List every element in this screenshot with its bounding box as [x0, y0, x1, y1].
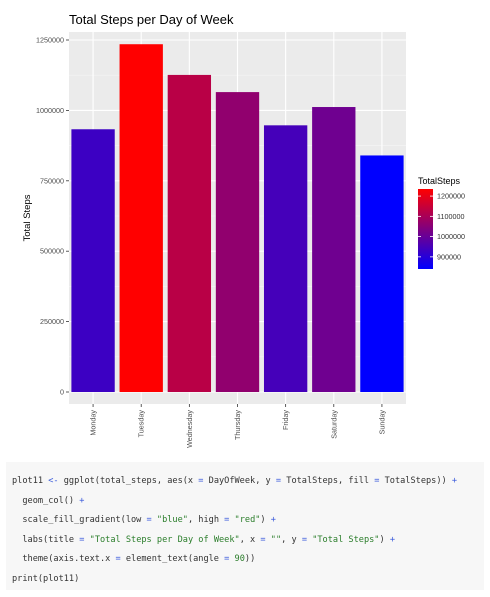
code-token: =	[275, 476, 282, 486]
legend-label: 900000	[437, 252, 461, 261]
bar-friday	[263, 125, 308, 392]
code-token: +	[270, 515, 276, 525]
code-line: theme(axis.text.x = element_text(angle =…	[12, 550, 478, 570]
code-token: =	[374, 476, 380, 486]
code-token: +	[389, 534, 396, 545]
x-tick-label: Thursday	[233, 410, 242, 440]
chart-title: Total Steps per Day of Week	[69, 12, 234, 27]
legend-label: 1100000	[437, 212, 464, 221]
y-tick-label: 1000000	[36, 106, 64, 115]
x-tick-label: Tuesday	[137, 410, 146, 438]
code-token: plot11	[12, 476, 49, 486]
x-tick-label: Monday	[89, 410, 98, 436]
code-token: "red"	[234, 515, 261, 525]
y-tick-label: 250000	[40, 317, 64, 326]
code-token: , y	[281, 534, 302, 545]
r-code-block: plot11 <- ggplot(total_steps, aes(x = Da…	[6, 462, 484, 590]
code-line: labs(title = "Total Steps per Day of Wee…	[12, 531, 478, 551]
code-token: TotalSteps))	[379, 476, 452, 486]
y-tick-label: 1250000	[36, 36, 64, 45]
bar-thursday	[215, 92, 260, 392]
code-token: )	[379, 534, 390, 545]
bar-tuesday	[119, 44, 163, 392]
x-tick-label: Wednesday	[185, 410, 194, 448]
legend-label: 1200000	[437, 192, 465, 201]
code-token: =	[224, 554, 230, 564]
code-token: ))	[244, 554, 256, 564]
legend-title: TotalSteps	[418, 176, 461, 186]
y-tick-label: 750000	[40, 176, 64, 185]
code-token: labs(title	[12, 534, 80, 545]
bar-saturday	[312, 107, 356, 392]
bar-wednesday	[167, 74, 212, 393]
code-token: +	[79, 495, 85, 506]
code-token: <-	[48, 476, 59, 486]
code-token: 90	[234, 554, 245, 564]
code-token: DayOfWeek, y	[203, 476, 276, 486]
bar-chart: 0 250000 500000 750000 1000000 1250000 Monday T…	[22, 12, 465, 448]
code-token: TotalSteps, fill	[281, 476, 375, 486]
ggplot-output: 0 250000 500000 750000 1000000 1250000 Monday T…	[22, 12, 465, 448]
chart-svg: 0 250000 500000 750000 1000000 1250000 Monday T…	[22, 12, 465, 448]
code-token: =	[224, 515, 230, 525]
code-token: =	[79, 534, 85, 545]
code-token: "Total Steps per Day of Week"	[89, 534, 240, 545]
code-token: =	[260, 534, 266, 545]
code-token: "Total Steps"	[312, 534, 380, 545]
code-token: ggplot(total_steps, aes(x	[58, 476, 199, 486]
code-line: print(plot11)	[12, 570, 478, 590]
legend-label: 1000000	[437, 232, 465, 241]
y-tick-label: 0	[60, 388, 64, 397]
x-tick-label: Saturday	[329, 410, 338, 439]
code-token: print(plot11)	[12, 573, 80, 584]
code-token: scale_fill_gradient(low	[12, 515, 147, 525]
code-token: , x	[239, 534, 261, 545]
code-token: ""	[270, 534, 282, 545]
code-token: )	[260, 515, 271, 525]
code-token: =	[301, 534, 308, 545]
code-line: scale_fill_gradient(low = "blue", high =…	[12, 511, 478, 531]
y-axis-label: Total Steps	[22, 194, 33, 241]
code-token: =	[198, 476, 204, 486]
x-tick-label: Friday	[281, 410, 290, 430]
code-token: theme(axis.text.x	[12, 554, 116, 564]
code-token: =	[115, 554, 121, 564]
code-token: "blue"	[156, 515, 188, 525]
code-token: +	[451, 476, 458, 486]
code-line: geom_col() +	[12, 492, 478, 512]
legend-colorbar	[418, 189, 433, 269]
bar-sunday	[360, 155, 404, 392]
code-token: element_text(angle	[120, 554, 225, 564]
y-tick-label: 500000	[40, 247, 64, 256]
x-tick-label: Sunday	[377, 410, 386, 435]
code-token: , high	[187, 515, 225, 525]
code-token: =	[146, 515, 152, 525]
bar-monday	[71, 129, 115, 392]
code-line: plot11 <- ggplot(total_steps, aes(x = Da…	[12, 472, 478, 492]
code-token: geom_col()	[12, 495, 80, 506]
